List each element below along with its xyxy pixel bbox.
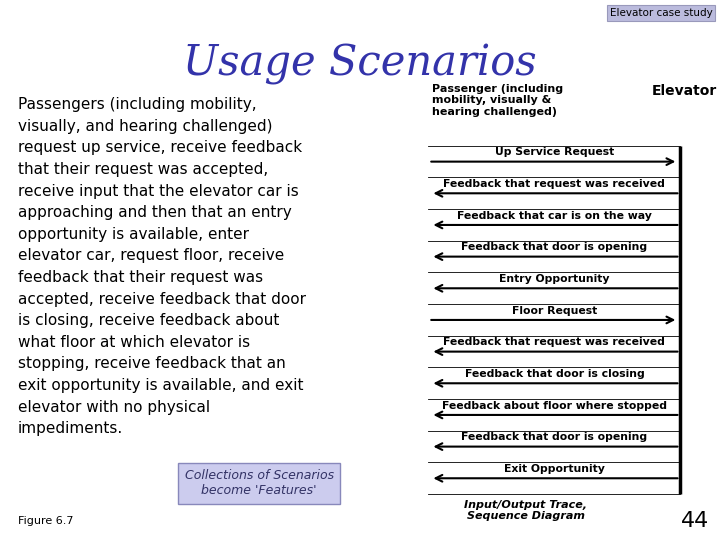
Text: Feedback that door is opening: Feedback that door is opening bbox=[462, 433, 647, 442]
Text: Figure 6.7: Figure 6.7 bbox=[18, 516, 73, 526]
Text: Up Service Request: Up Service Request bbox=[495, 147, 614, 157]
Text: Floor Request: Floor Request bbox=[512, 306, 597, 315]
Text: Elevator: Elevator bbox=[652, 84, 716, 98]
Text: Input/Output Trace,
Sequence Diagram: Input/Output Trace, Sequence Diagram bbox=[464, 500, 587, 521]
Text: Feedback that request was received: Feedback that request was received bbox=[444, 179, 665, 189]
Text: Entry Opportunity: Entry Opportunity bbox=[499, 274, 610, 284]
Text: Usage Scenarios: Usage Scenarios bbox=[183, 43, 537, 85]
Text: Collections of Scenarios
become 'Features': Collections of Scenarios become 'Feature… bbox=[184, 469, 334, 497]
Text: Passengers (including mobility,
visually, and hearing challenged)
request up ser: Passengers (including mobility, visually… bbox=[18, 97, 306, 436]
Text: 44: 44 bbox=[680, 511, 709, 531]
Text: Elevator case study: Elevator case study bbox=[610, 8, 713, 18]
Text: Passenger (including
mobility, visually &
hearing challenged): Passenger (including mobility, visually … bbox=[432, 84, 563, 117]
Text: Exit Opportunity: Exit Opportunity bbox=[504, 464, 605, 474]
Text: Feedback that request was received: Feedback that request was received bbox=[444, 338, 665, 347]
Text: Feedback that car is on the way: Feedback that car is on the way bbox=[457, 211, 652, 221]
Text: Feedback that door is closing: Feedback that door is closing bbox=[464, 369, 644, 379]
Text: Feedback about floor where stopped: Feedback about floor where stopped bbox=[442, 401, 667, 410]
Text: Feedback that door is opening: Feedback that door is opening bbox=[462, 242, 647, 252]
